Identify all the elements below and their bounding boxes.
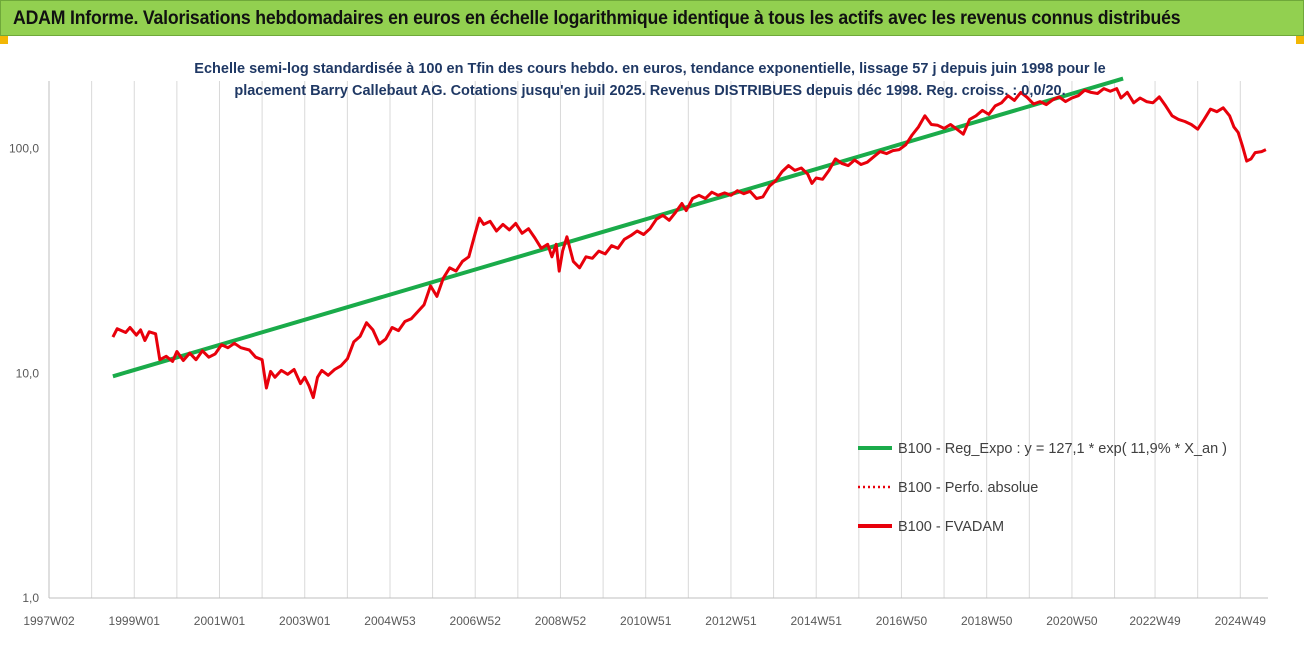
report-banner: ADAM Informe. Valorisations hebdomadaire… <box>0 0 1304 36</box>
corner-marker-right <box>1296 36 1304 44</box>
legend-label-trend: B100 - Reg_Expo : y = 127,1 * exp( 11,9%… <box>898 441 1227 457</box>
legend-label-fvadam: B100 - FVADAM <box>898 519 1004 535</box>
chart: 1997W02 1999W01 2001W01 2003W01 2004W53 2006W… <box>9 61 1268 628</box>
y-tick-label: 100,0 <box>9 142 39 156</box>
tick-labels: 1997W02 1999W01 2001W01 2003W01 2004W53 2006W… <box>9 142 1266 628</box>
x-tick-label: 2004W53 <box>364 614 416 628</box>
x-tick-label: 2003W01 <box>279 614 331 628</box>
corner-marker-left <box>0 36 8 44</box>
x-tick-label: 2024W49 <box>1215 614 1267 628</box>
chart-title-line-1: Echelle semi-log standardisée à 100 en T… <box>194 61 1105 77</box>
report-title: ADAM Informe. Valorisations hebdomadaire… <box>13 8 1181 29</box>
x-tick-label: 2010W51 <box>620 614 672 628</box>
x-tick-label: 2006W52 <box>450 614 502 628</box>
chart-title-line-2: placement Barry Callebaut AG. Cotations … <box>234 83 1065 99</box>
x-tick-label: 1997W02 <box>23 614 75 628</box>
x-tick-label: 2014W51 <box>791 614 843 628</box>
axes <box>48 81 1268 599</box>
legend: B100 - Reg_Expo : y = 127,1 * exp( 11,9%… <box>858 441 1227 535</box>
x-tick-label: 2012W51 <box>705 614 757 628</box>
x-tick-label: 2016W50 <box>876 614 928 628</box>
x-tick-label: 2008W52 <box>535 614 587 628</box>
legend-label-perfo: B100 - Perfo. absolue <box>898 480 1038 496</box>
x-tick-label: 2020W50 <box>1046 614 1098 628</box>
gridlines <box>91 81 1241 598</box>
y-tick-label: 1,0 <box>22 591 39 605</box>
x-tick-label: 1999W01 <box>109 614 161 628</box>
x-tick-label: 2001W01 <box>194 614 246 628</box>
y-tick-label: 10,0 <box>16 366 40 380</box>
plot-area <box>111 76 1267 400</box>
chart-title: Echelle semi-log standardisée à 100 en T… <box>194 61 1105 99</box>
x-tick-label: 2022W49 <box>1129 614 1181 628</box>
series-line-fvadam <box>111 87 1267 400</box>
x-tick-label: 2018W50 <box>961 614 1013 628</box>
series-line-trend <box>112 76 1124 379</box>
